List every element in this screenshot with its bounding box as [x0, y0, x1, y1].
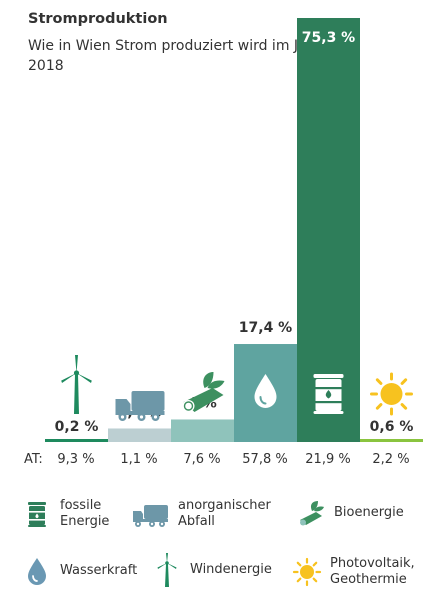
legend-label-bioenergie: Bioenergie [334, 505, 404, 520]
at-value-bioenergie: 7,6 % [183, 452, 221, 467]
truck-icon [133, 505, 168, 527]
value-label-wasserkraft: 17,4 % [239, 320, 292, 336]
at-value-photovoltaik: 2,2 % [372, 452, 410, 467]
bar-photovoltaik [360, 439, 423, 442]
at-value-windenergie: 9,3 % [57, 452, 95, 467]
legend-label-photovoltaik: Photovoltaik, Geothermie [330, 556, 415, 587]
oil-barrel-icon [313, 374, 344, 414]
bar-abfall [108, 428, 171, 442]
chart-subtitle: Wie in Wien Strom produziert wird im Jah… [28, 38, 322, 74]
at-value-fossile: 21,9 % [305, 452, 351, 467]
water-drop-icon [254, 374, 277, 408]
legend-item-abfall: anorganischer Abfall [130, 498, 271, 530]
truck-icon [115, 391, 165, 421]
legend-item-wasserkraft: Wasserkraft [22, 556, 137, 586]
value-label-windenergie: 0,2 % [55, 419, 99, 435]
at-value-wasserkraft: 57,8 % [242, 452, 288, 467]
wind-turbine-icon [61, 355, 92, 414]
oil-barrel-icon [28, 502, 46, 527]
legend-item-photovoltaik: Photovoltaik, Geothermie [292, 556, 415, 588]
legend-item-bioenergie: Bioenergie [296, 498, 404, 528]
at-comparison-row: AT: 9,3 % 1,1 % 7,6 % 57,8 % 21,9 % 2,2 … [0, 452, 442, 472]
legend-item-windenergie: Windenergie [152, 552, 272, 588]
value-label-photovoltaik: 0,6 % [370, 419, 414, 435]
bar-windenergie [45, 439, 108, 442]
value-label-fossile: 75,3 % [302, 30, 355, 46]
wind-turbine-icon [157, 553, 177, 587]
at-label: AT: [24, 452, 43, 467]
sun-icon [292, 557, 322, 587]
legend-label-windenergie: Windenergie [190, 562, 272, 577]
chart-title: Stromproduktion [28, 11, 168, 27]
sun-icon [370, 372, 413, 416]
legend-item-fossile: fossile Energie [22, 498, 109, 530]
leaf-log-icon [182, 372, 225, 412]
legend-label-fossile: fossile Energie [60, 498, 110, 529]
legend-label-wasserkraft: Wasserkraft [60, 563, 138, 578]
leaf-log-icon [300, 501, 324, 526]
legend-label-abfall: anorganischer Abfall [178, 498, 271, 529]
at-value-abfall: 1,1 % [120, 452, 158, 467]
bar-fossile [297, 18, 360, 442]
bar-chart: 0,2 %2,4 %4 %17,4 %75,3 %0,6 % [45, 18, 423, 442]
water-drop-icon [28, 558, 46, 585]
bar-bioenergie [171, 419, 234, 442]
